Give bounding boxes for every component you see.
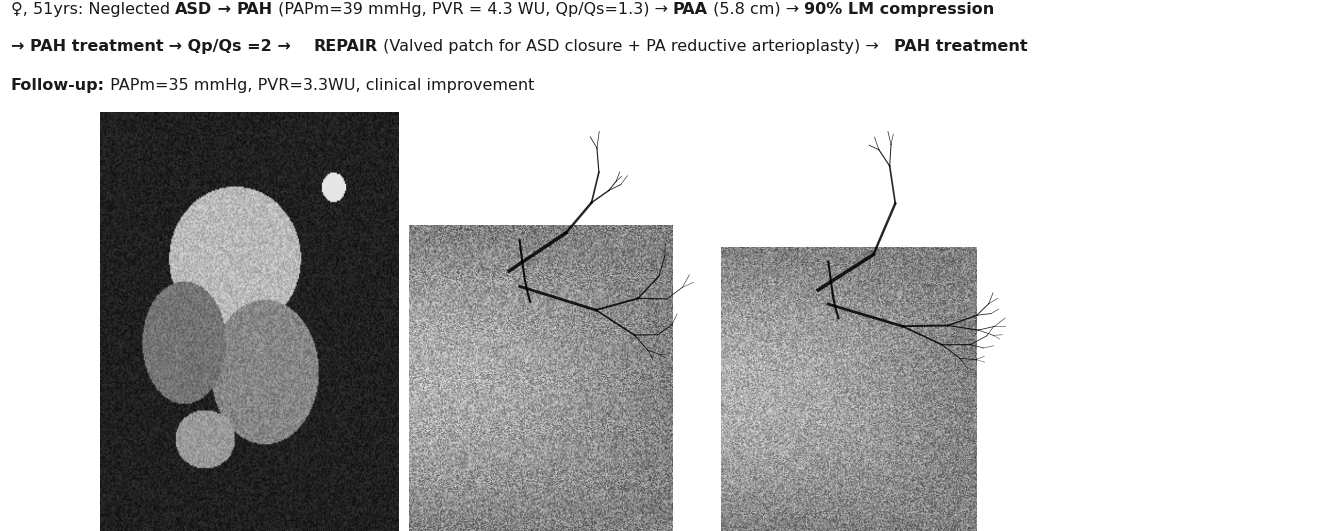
Text: (Valved patch for ASD closure + PA reductive arterioplasty) →: (Valved patch for ASD closure + PA reduc… xyxy=(377,39,894,54)
Text: →: → xyxy=(11,39,29,54)
Text: PAH: PAH xyxy=(236,2,272,17)
Text: PAH treatment: PAH treatment xyxy=(29,39,163,54)
Text: PAA: PAA xyxy=(673,2,708,17)
Text: →: → xyxy=(212,2,236,17)
Text: → Qp/Qs =2 →: → Qp/Qs =2 → xyxy=(163,39,313,54)
Text: ♀, 51yrs: Neglected: ♀, 51yrs: Neglected xyxy=(11,2,175,17)
Text: ASD: ASD xyxy=(175,2,212,17)
Text: Follow-up:: Follow-up: xyxy=(11,78,105,93)
Text: PAPm=35 mmHg, PVR=3.3WU, clinical improvement: PAPm=35 mmHg, PVR=3.3WU, clinical improv… xyxy=(105,78,534,93)
Text: 90% LM compression: 90% LM compression xyxy=(805,2,995,17)
Text: (5.8 cm) →: (5.8 cm) → xyxy=(708,2,805,17)
Text: REPAIR: REPAIR xyxy=(313,39,377,54)
Text: PAH treatment: PAH treatment xyxy=(894,39,1028,54)
Text: (PAPm=39 mmHg, PVR = 4.3 WU, Qp/Qs=1.3) →: (PAPm=39 mmHg, PVR = 4.3 WU, Qp/Qs=1.3) … xyxy=(272,2,673,17)
